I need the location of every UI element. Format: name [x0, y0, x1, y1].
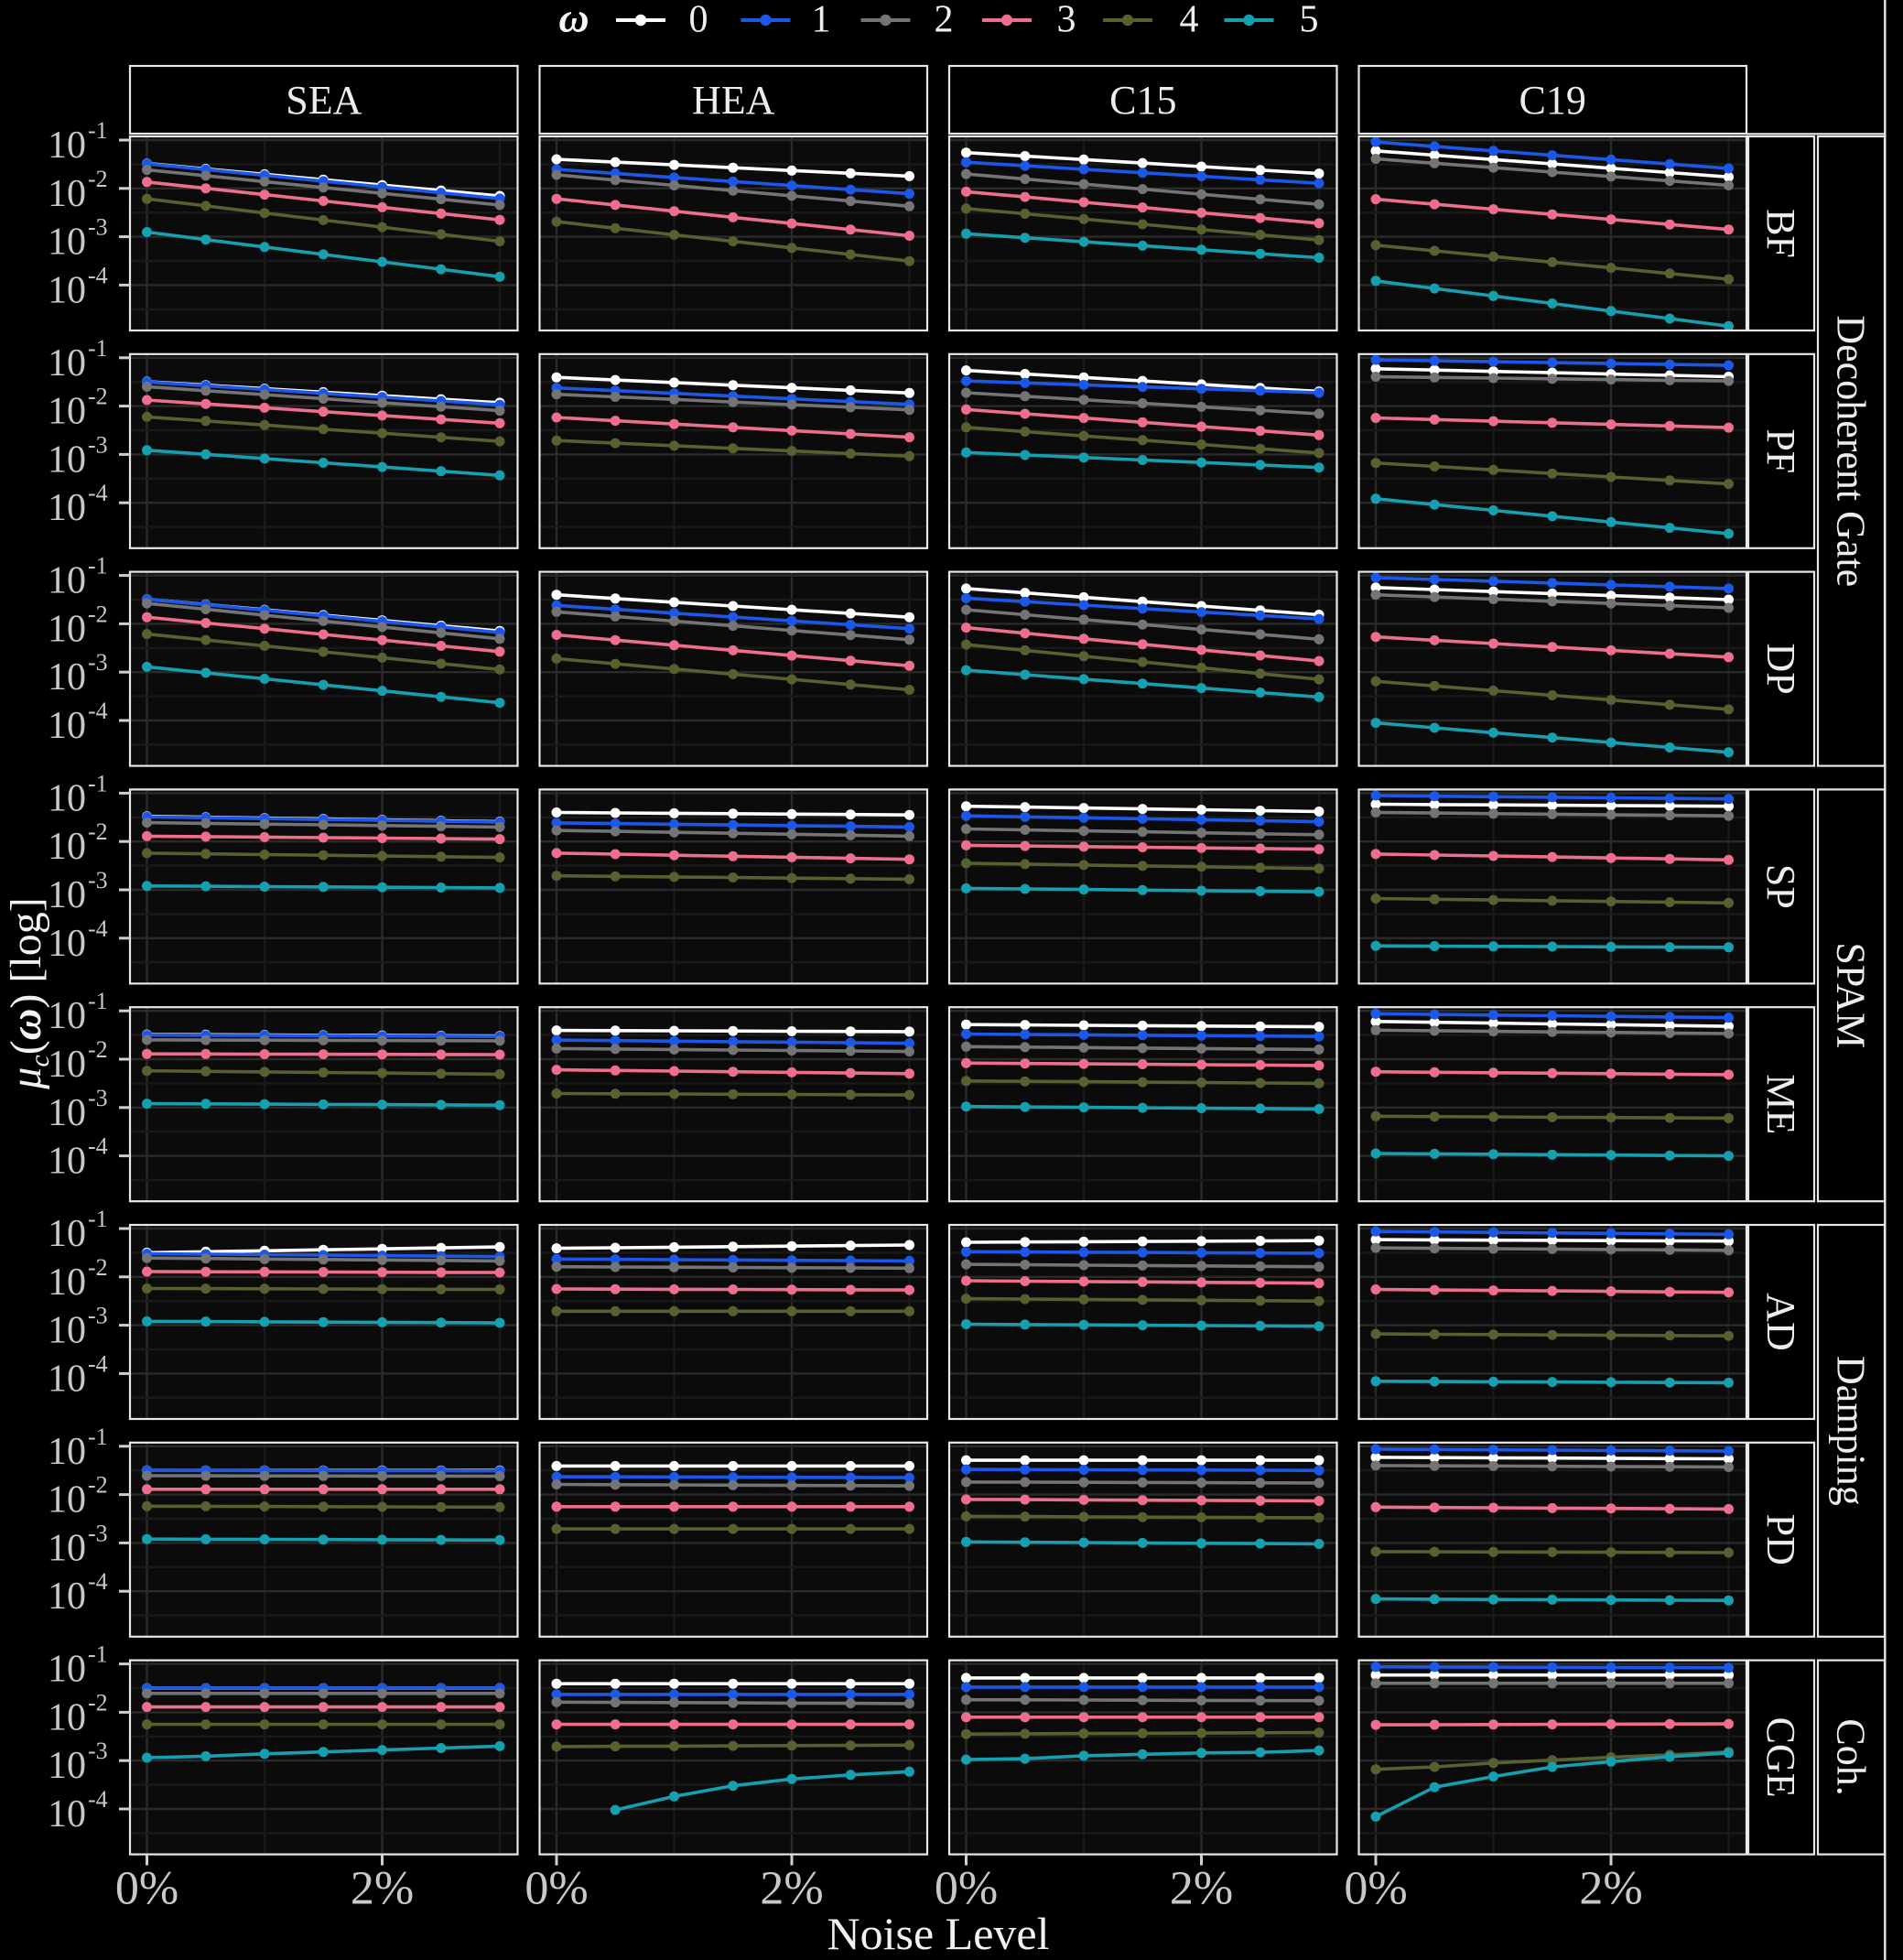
- svg-text:0%: 0%: [935, 1863, 998, 1915]
- svg-text:2: 2: [935, 0, 954, 41]
- svg-text:Noise Level: Noise Level: [827, 1908, 1050, 1959]
- svg-text:2%: 2%: [351, 1863, 414, 1915]
- svg-text:-1: -1: [88, 770, 108, 796]
- svg-text:2%: 2%: [1170, 1863, 1233, 1915]
- svg-text:SP: SP: [1758, 864, 1803, 909]
- svg-text:-1: -1: [88, 117, 108, 144]
- svg-text:-4: -4: [88, 480, 108, 506]
- svg-text:10: 10: [48, 342, 86, 384]
- svg-text:CGE: CGE: [1758, 1717, 1803, 1798]
- svg-text:SEA: SEA: [286, 78, 362, 123]
- svg-text:0%: 0%: [524, 1863, 588, 1915]
- svg-text:-2: -2: [88, 1689, 108, 1716]
- svg-text:-4: -4: [88, 1786, 108, 1813]
- svg-text:-3: -3: [88, 431, 108, 458]
- svg-text:10: 10: [48, 1793, 86, 1835]
- svg-text:-4: -4: [88, 698, 108, 724]
- svg-text:5: 5: [1300, 0, 1319, 41]
- svg-text:10: 10: [48, 1044, 86, 1086]
- svg-text:10: 10: [48, 1649, 86, 1691]
- svg-text:10: 10: [48, 1358, 86, 1400]
- svg-text:-1: -1: [88, 1424, 108, 1450]
- svg-text:10: 10: [48, 560, 86, 602]
- svg-text:10: 10: [48, 1527, 86, 1569]
- svg-text:-1: -1: [88, 1206, 108, 1232]
- svg-text:Coh.: Coh.: [1829, 1718, 1874, 1795]
- svg-text:10: 10: [48, 826, 86, 868]
- svg-text:-3: -3: [88, 649, 108, 676]
- svg-text:10: 10: [48, 995, 86, 1037]
- svg-text:-2: -2: [88, 1036, 108, 1063]
- svg-text:10: 10: [48, 125, 86, 167]
- svg-text:10: 10: [48, 1310, 86, 1352]
- svg-text:3: 3: [1057, 0, 1076, 41]
- svg-text:10: 10: [48, 608, 86, 650]
- svg-text:-3: -3: [88, 867, 108, 893]
- svg-text:-1: -1: [88, 335, 108, 362]
- svg-text:HEA: HEA: [692, 78, 775, 123]
- svg-text:10: 10: [48, 777, 86, 819]
- svg-text:μc(ω) [log]: μc(ω) [log]: [2, 897, 55, 1089]
- svg-text:-2: -2: [88, 384, 108, 410]
- svg-text:2%: 2%: [1579, 1863, 1642, 1915]
- svg-text:C19: C19: [1519, 78, 1586, 123]
- svg-text:PD: PD: [1758, 1514, 1803, 1565]
- svg-text:10: 10: [48, 391, 86, 433]
- svg-text:-2: -2: [88, 818, 108, 845]
- svg-text:-2: -2: [88, 1472, 108, 1499]
- svg-text:-2: -2: [88, 166, 108, 192]
- svg-text:0%: 0%: [1344, 1863, 1407, 1915]
- svg-text:10: 10: [48, 874, 86, 916]
- svg-text:-1: -1: [88, 1641, 108, 1668]
- svg-text:0%: 0%: [115, 1863, 178, 1915]
- svg-text:1: 1: [812, 0, 831, 41]
- svg-text:-4: -4: [88, 1350, 108, 1377]
- svg-text:-2: -2: [88, 601, 108, 627]
- svg-text:10: 10: [48, 487, 86, 529]
- svg-text:-4: -4: [88, 262, 108, 288]
- svg-text:-3: -3: [88, 1738, 108, 1764]
- svg-text:10: 10: [48, 269, 86, 311]
- svg-text:10: 10: [48, 1431, 86, 1473]
- svg-text:SPAM: SPAM: [1829, 942, 1874, 1048]
- svg-text:-3: -3: [88, 1085, 108, 1111]
- svg-text:10: 10: [48, 1576, 86, 1618]
- svg-text:-3: -3: [88, 1520, 108, 1546]
- svg-text:2%: 2%: [760, 1863, 823, 1915]
- svg-text:10: 10: [48, 439, 86, 481]
- svg-text:10: 10: [48, 1696, 86, 1738]
- svg-text:Damping: Damping: [1829, 1356, 1874, 1506]
- svg-text:-3: -3: [88, 214, 108, 241]
- svg-text:4: 4: [1180, 0, 1199, 41]
- svg-text:AD: AD: [1758, 1293, 1803, 1351]
- svg-text:Decoherent Gate: Decoherent Gate: [1829, 315, 1874, 587]
- svg-text:10: 10: [48, 1745, 86, 1787]
- svg-text:-4: -4: [88, 915, 108, 942]
- svg-text:10: 10: [48, 656, 86, 698]
- svg-text:-1: -1: [88, 553, 108, 579]
- svg-text:10: 10: [48, 1479, 86, 1521]
- svg-text:10: 10: [48, 173, 86, 215]
- svg-text:10: 10: [48, 923, 86, 965]
- svg-text:10: 10: [48, 1092, 86, 1134]
- svg-text:-3: -3: [88, 1303, 108, 1329]
- svg-text:-4: -4: [88, 1133, 108, 1160]
- svg-text:ω: ω: [558, 0, 589, 41]
- svg-text:PF: PF: [1758, 428, 1803, 473]
- svg-text:10: 10: [48, 1262, 86, 1304]
- svg-text:-2: -2: [88, 1254, 108, 1281]
- svg-text:0: 0: [689, 0, 708, 41]
- svg-text:10: 10: [48, 1141, 86, 1183]
- svg-text:BF: BF: [1758, 209, 1803, 258]
- svg-text:10: 10: [48, 705, 86, 747]
- svg-text:10: 10: [48, 222, 86, 264]
- svg-text:-4: -4: [88, 1568, 108, 1595]
- svg-text:DP: DP: [1758, 643, 1803, 694]
- svg-text:10: 10: [48, 1213, 86, 1255]
- svg-text:ME: ME: [1758, 1074, 1803, 1134]
- svg-text:-1: -1: [88, 988, 108, 1014]
- svg-text:C15: C15: [1109, 78, 1176, 123]
